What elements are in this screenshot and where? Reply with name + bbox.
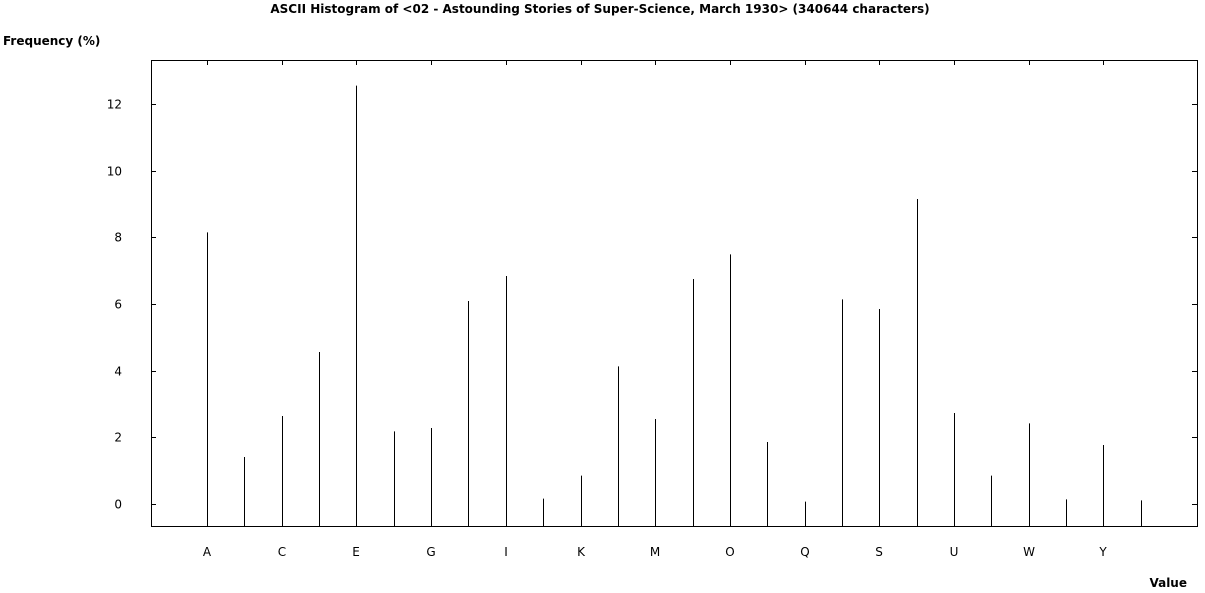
chart-title: ASCII Histogram of <02 - Astounding Stor… <box>270 2 929 16</box>
x-tick-label: C <box>278 545 286 559</box>
x-tick-label: A <box>203 545 212 559</box>
y-tick-label: 0 <box>114 498 122 512</box>
y-tick-label: 4 <box>114 365 122 379</box>
y-axis-label: Frequency (%) <box>3 34 100 48</box>
y-tick-label: 10 <box>107 165 122 179</box>
x-tick-label: M <box>650 545 660 559</box>
x-tick-label: S <box>875 545 883 559</box>
x-tick-label: I <box>504 545 508 559</box>
x-tick-label: E <box>352 545 360 559</box>
x-tick-label: K <box>577 545 586 559</box>
x-axis-label: Value <box>1149 576 1187 590</box>
y-axis-ticks: 0 2 4 6 8 10 12 <box>107 98 1197 512</box>
x-tick-label: Y <box>1098 545 1107 559</box>
x-tick-label: Q <box>800 545 809 559</box>
bars <box>207 85 1142 526</box>
plot-frame <box>151 60 1198 527</box>
x-tick-label: G <box>426 545 435 559</box>
y-tick-label: 6 <box>114 298 122 312</box>
y-tick-label: 2 <box>114 431 122 445</box>
y-tick-label: 8 <box>114 231 122 245</box>
x-tick-label: O <box>725 545 734 559</box>
y-tick-label: 12 <box>107 98 122 112</box>
x-tick-label: W <box>1023 545 1035 559</box>
x-tick-label: U <box>950 545 959 559</box>
